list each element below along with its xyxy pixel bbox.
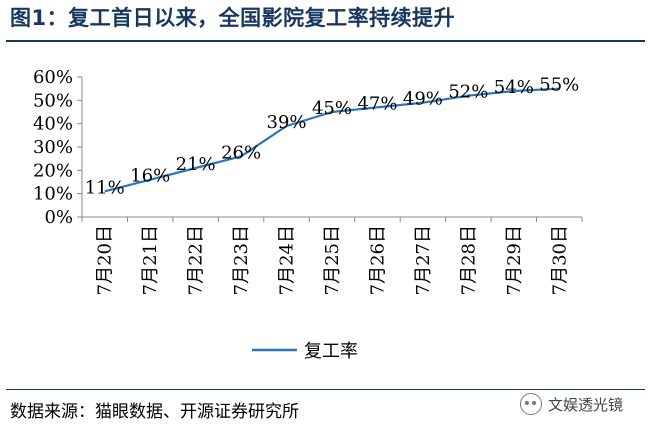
y-tick-label: 0% <box>44 207 73 228</box>
watermark-text: 文娱透光镜 <box>548 395 624 414</box>
data-label: 21% <box>176 154 216 175</box>
x-tick-label: 7月23日 <box>231 225 252 295</box>
x-tick-label: 7月21日 <box>140 225 161 295</box>
y-tick-label: 10% <box>33 184 73 205</box>
figure-title: 图1：复工首日以来，全国影院复工率持续提升 <box>10 6 456 30</box>
data-label: 54% <box>494 77 534 98</box>
data-label: 52% <box>448 82 488 103</box>
data-label: 47% <box>357 93 397 114</box>
y-tick-label: 30% <box>33 137 73 158</box>
data-label: 16% <box>130 166 170 187</box>
x-tick-label: 7月26日 <box>367 225 388 295</box>
x-tick-label: 7月27日 <box>413 225 434 295</box>
source-rule <box>6 389 645 390</box>
data-label: 39% <box>267 112 307 133</box>
legend-label: 复工率 <box>304 341 358 362</box>
source-note: 数据来源：猫眼数据、开源证券研究所 <box>10 402 299 422</box>
x-tick-label: 7月22日 <box>186 225 207 295</box>
data-label: 49% <box>403 89 443 110</box>
title-rule <box>6 40 645 42</box>
x-tick-label: 7月25日 <box>322 225 343 295</box>
data-label: 26% <box>221 142 261 163</box>
y-tick-label: 60% <box>33 67 73 88</box>
y-tick-label: 50% <box>33 90 73 111</box>
y-tick-label: 40% <box>33 114 73 135</box>
data-label: 55% <box>539 75 579 96</box>
line-chart: 0%10% 20%30%40% 50%60% 7月20日 7月21日 7月22日 7月23日… <box>33 67 583 362</box>
x-tick-label: 7月20日 <box>95 225 116 295</box>
x-tick-label: 7月28日 <box>458 225 479 295</box>
data-label: 11% <box>85 177 125 198</box>
x-tick-label: 7月30日 <box>549 225 570 295</box>
y-tick-label: 20% <box>33 160 73 181</box>
data-label: 45% <box>312 98 352 119</box>
wechat-icon <box>520 393 542 415</box>
watermark: 文娱透光镜 <box>520 393 623 415</box>
series-line <box>104 87 560 193</box>
x-tick-label: 7月24日 <box>277 225 298 295</box>
x-tick-label: 7月29日 <box>504 225 525 295</box>
